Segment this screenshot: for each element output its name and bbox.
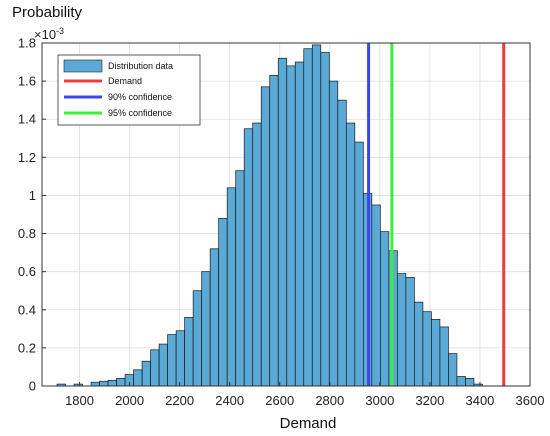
histogram-bar-5 xyxy=(99,380,109,387)
legend: Distribution data Demand 90% confidence … xyxy=(57,54,201,126)
y-tick-label-4: 0.8 xyxy=(18,226,36,241)
x-tick-label-9: 3600 xyxy=(516,393,545,408)
histogram-bar-13 xyxy=(167,334,177,387)
histogram-bar-20 xyxy=(226,187,237,387)
histogram-bar-43 xyxy=(422,311,432,387)
histogram-bar-6 xyxy=(107,379,117,387)
plot-frame xyxy=(41,42,531,387)
histogram-bar-23 xyxy=(252,122,262,387)
histogram-bar-41 xyxy=(405,277,415,387)
y-tick-label-5: 1 xyxy=(29,188,36,203)
x-axis-ticks: 1800 2000 2200 2400 2600 2800 3000 3200 3400 3600 xyxy=(65,382,544,408)
histogram-bar-38 xyxy=(379,231,390,387)
histogram-bar-40 xyxy=(397,273,407,387)
histogram-bar-34 xyxy=(345,122,356,387)
histogram-bar-14 xyxy=(175,330,185,387)
histogram-bar-30 xyxy=(311,44,322,387)
histogram-bar-48 xyxy=(465,378,475,387)
histogram-bar-25 xyxy=(269,75,279,387)
y-tick-label-7: 1.4 xyxy=(18,112,36,127)
y-exponent-base: ×10 xyxy=(34,27,56,42)
reference-lines xyxy=(367,43,506,386)
histogram-bar-33 xyxy=(337,99,347,387)
histogram-bar-44 xyxy=(431,318,441,387)
histogram-bar-26 xyxy=(277,57,288,387)
histogram-bar-19 xyxy=(218,217,228,387)
y-tick-label-1: 0.2 xyxy=(18,340,36,355)
y-exponent: ×10-3 xyxy=(34,26,64,42)
histogram-bar-42 xyxy=(414,301,424,387)
y-tick-label-3: 0.6 xyxy=(18,264,36,279)
legend-label-90-confidence: 90% confidence xyxy=(108,92,172,102)
legend-swatch-histogram xyxy=(63,59,103,73)
x-tick-label-4: 2600 xyxy=(265,393,294,408)
y-axis-ticks: 0 0.2 0.4 0.6 0.8 1 1.2 1.4 1.6 1.8 xyxy=(18,36,46,394)
y-tick-label-9: 1.8 xyxy=(18,36,36,51)
histogram-bar-24 xyxy=(260,86,271,387)
histogram-bar-46 xyxy=(448,353,458,387)
x-tick-label-5: 2800 xyxy=(315,393,344,408)
x-tick-label-1: 2000 xyxy=(115,393,144,408)
histogram-bar-7 xyxy=(116,378,126,387)
histogram-bar-15 xyxy=(184,317,194,387)
x-tick-label-7: 3200 xyxy=(415,393,444,408)
x-tick-label-3: 2400 xyxy=(215,393,244,408)
histogram-bar-9 xyxy=(133,369,143,387)
histogram-bar-32 xyxy=(328,80,339,387)
x-tick-label-6: 3000 xyxy=(365,393,394,408)
histogram-bar-31 xyxy=(320,52,330,387)
histogram-bar-27 xyxy=(286,65,296,387)
x-tick-label-2: 2200 xyxy=(165,393,194,408)
y-tick-label-2: 0.4 xyxy=(18,302,36,317)
x-axis-label: Demand xyxy=(280,415,337,432)
histogram-bar-47 xyxy=(456,376,466,387)
histogram-bar-21 xyxy=(235,170,245,387)
histogram-bar-29 xyxy=(303,48,313,387)
histogram-bar-11 xyxy=(150,349,160,387)
histogram-bar-28 xyxy=(294,61,305,387)
histogram-bar-18 xyxy=(209,248,220,387)
histogram-bar-45 xyxy=(439,326,449,387)
histogram-bar-12 xyxy=(158,343,168,387)
y-tick-label-6: 1.2 xyxy=(18,150,36,165)
histogram-bar-22 xyxy=(243,128,254,387)
histogram-bar-10 xyxy=(141,360,151,387)
legend-label-95-confidence: 95% confidence xyxy=(108,108,172,118)
y-exponent-power: -3 xyxy=(56,26,64,36)
histogram-bar-4 xyxy=(90,381,100,387)
histogram-bar-17 xyxy=(201,271,211,387)
x-tick-label-8: 3400 xyxy=(465,393,494,408)
histogram-bar-37 xyxy=(371,204,381,387)
y-tick-label-8: 1.6 xyxy=(18,74,36,89)
y-axis-label: Probability xyxy=(12,4,83,21)
x-tick-label-0: 1800 xyxy=(65,393,94,408)
histogram-bar-35 xyxy=(354,141,364,387)
legend-label-demand: Demand xyxy=(108,76,142,86)
y-tick-label-0: 0 xyxy=(29,379,36,394)
histogram-bar-16 xyxy=(192,290,203,387)
legend-label-histogram: Distribution data xyxy=(108,61,173,71)
